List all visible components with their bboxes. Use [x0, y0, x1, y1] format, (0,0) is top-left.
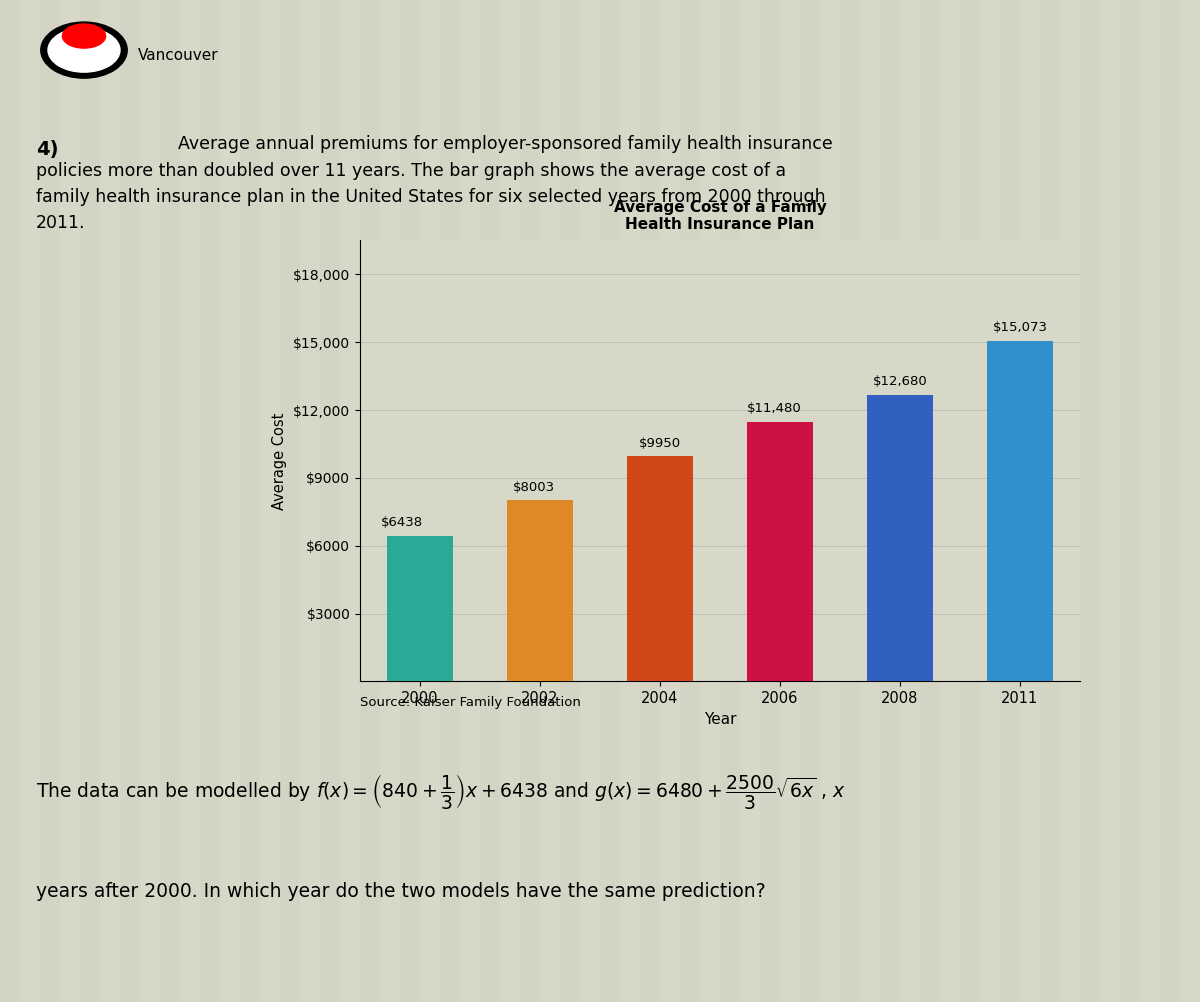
- X-axis label: Year: Year: [703, 711, 737, 726]
- Bar: [540, 0, 560, 1002]
- Y-axis label: Average Cost: Average Cost: [272, 412, 288, 510]
- Ellipse shape: [62, 24, 106, 48]
- Text: $12,680: $12,680: [872, 375, 928, 388]
- Ellipse shape: [48, 28, 120, 72]
- Bar: [80, 0, 100, 1002]
- Bar: [100, 0, 120, 1002]
- Bar: [1180, 0, 1200, 1002]
- Bar: [628, 456, 694, 681]
- Bar: [820, 0, 840, 1002]
- Bar: [560, 0, 580, 1002]
- Bar: [386, 536, 454, 681]
- Bar: [880, 0, 900, 1002]
- Bar: [986, 341, 1054, 681]
- Bar: [20, 0, 40, 1002]
- Text: $8003: $8003: [512, 481, 556, 494]
- Bar: [520, 0, 540, 1002]
- Bar: [380, 0, 400, 1002]
- Bar: [460, 0, 480, 1002]
- Bar: [800, 0, 820, 1002]
- Bar: [280, 0, 300, 1002]
- Ellipse shape: [41, 22, 127, 78]
- Bar: [120, 0, 140, 1002]
- Bar: [160, 0, 180, 1002]
- Bar: [1060, 0, 1080, 1002]
- Bar: [220, 0, 240, 1002]
- Bar: [1140, 0, 1160, 1002]
- Bar: [1100, 0, 1120, 1002]
- Bar: [660, 0, 680, 1002]
- Bar: [600, 0, 620, 1002]
- Bar: [0, 0, 20, 1002]
- Bar: [680, 0, 700, 1002]
- Bar: [1160, 0, 1180, 1002]
- Bar: [360, 0, 380, 1002]
- Bar: [200, 0, 220, 1002]
- Bar: [900, 0, 920, 1002]
- Text: The data can be modelled by $f(x) = \left(840 + \dfrac{1}{3}\right)x + 6438$ and: The data can be modelled by $f(x) = \lef…: [36, 772, 846, 811]
- Bar: [40, 0, 60, 1002]
- Bar: [480, 0, 500, 1002]
- Bar: [440, 0, 460, 1002]
- Bar: [780, 0, 800, 1002]
- Bar: [320, 0, 340, 1002]
- Bar: [1120, 0, 1140, 1002]
- Bar: [580, 0, 600, 1002]
- Text: policies more than doubled over 11 years. The bar graph shows the average cost o: policies more than doubled over 11 years…: [36, 162, 786, 180]
- Bar: [1000, 0, 1020, 1002]
- Bar: [1040, 0, 1060, 1002]
- Bar: [746, 422, 814, 681]
- Text: $9950: $9950: [638, 437, 682, 450]
- Bar: [508, 500, 574, 681]
- Bar: [180, 0, 200, 1002]
- Text: Source: Kaiser Family Foundation: Source: Kaiser Family Foundation: [360, 696, 581, 709]
- Bar: [1020, 0, 1040, 1002]
- Text: $11,480: $11,480: [746, 402, 802, 415]
- Bar: [940, 0, 960, 1002]
- Bar: [140, 0, 160, 1002]
- Text: $6438: $6438: [380, 516, 424, 529]
- Bar: [240, 0, 260, 1002]
- Text: years after 2000. In which year do the two models have the same prediction?: years after 2000. In which year do the t…: [36, 882, 766, 901]
- Bar: [960, 0, 980, 1002]
- Bar: [860, 0, 880, 1002]
- Bar: [640, 0, 660, 1002]
- Bar: [700, 0, 720, 1002]
- Bar: [340, 0, 360, 1002]
- Bar: [500, 0, 520, 1002]
- Text: family health insurance plan in the United States for six selected years from 20: family health insurance plan in the Unit…: [36, 188, 826, 206]
- Text: 2011.: 2011.: [36, 214, 85, 232]
- Bar: [980, 0, 1000, 1002]
- Bar: [620, 0, 640, 1002]
- Text: $15,073: $15,073: [992, 321, 1048, 334]
- Text: Vancouver: Vancouver: [138, 48, 218, 62]
- Text: 4): 4): [36, 140, 59, 159]
- Bar: [1080, 0, 1100, 1002]
- Title: Average Cost of a Family
Health Insurance Plan: Average Cost of a Family Health Insuranc…: [613, 200, 827, 232]
- Bar: [920, 0, 940, 1002]
- Bar: [260, 0, 280, 1002]
- Bar: [400, 0, 420, 1002]
- Bar: [760, 0, 780, 1002]
- Bar: [866, 395, 934, 681]
- Bar: [420, 0, 440, 1002]
- Bar: [60, 0, 80, 1002]
- Bar: [840, 0, 860, 1002]
- Text: Average annual premiums for employer-sponsored family health insurance: Average annual premiums for employer-spo…: [178, 135, 833, 153]
- Bar: [740, 0, 760, 1002]
- Bar: [720, 0, 740, 1002]
- Bar: [300, 0, 320, 1002]
